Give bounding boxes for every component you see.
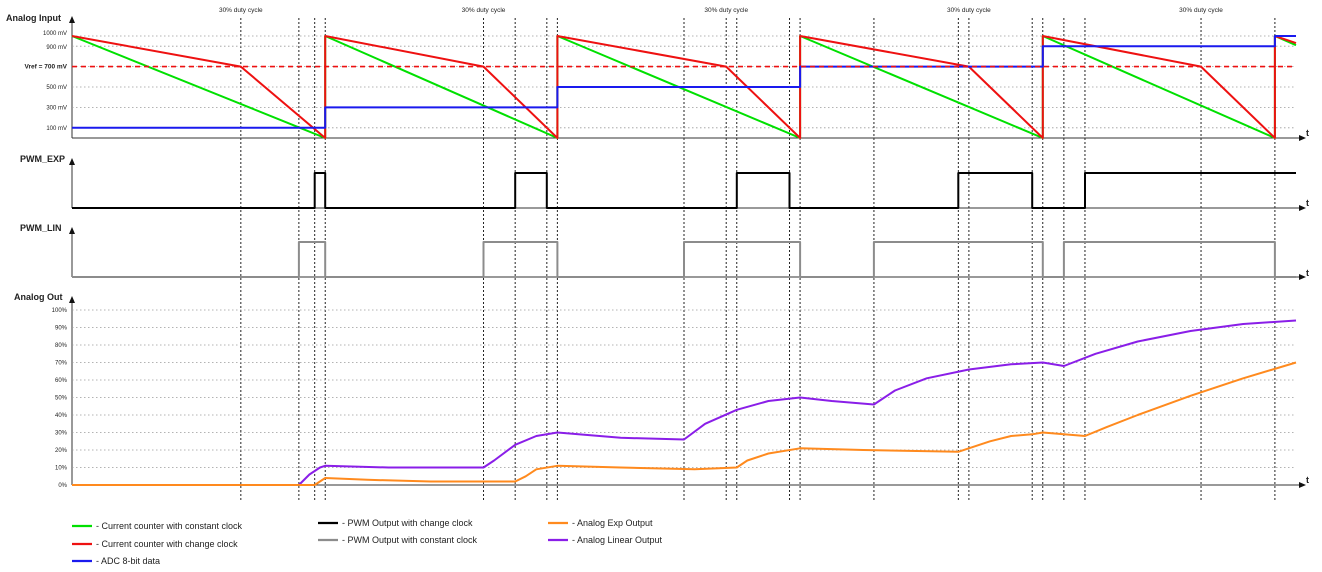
- pwm_lin-series-gray: [72, 241, 1296, 278]
- duty-cycle-label-1: 30% duty cycle: [462, 7, 506, 14]
- legend-entry-6: - Analog Linear Output: [572, 535, 663, 545]
- duty-cycle-label-0: 30% duty cycle: [219, 7, 263, 14]
- analog_out-tick-label-3: 70%: [55, 361, 68, 367]
- pwm_exp-y-arrow: [69, 158, 75, 165]
- analog-input-t-label: t: [1306, 128, 1309, 138]
- analog-input-title: Analog Input: [6, 13, 61, 23]
- duty-cycle-label-2: 30% duty cycle: [704, 7, 748, 14]
- pwm_lin-y-arrow: [69, 227, 75, 234]
- analog_out-tick-label-6: 40%: [55, 413, 68, 419]
- analog_out-tick-label-0: 100%: [52, 308, 68, 314]
- analog_out-tick-label-2: 80%: [55, 343, 68, 349]
- legend-entry-4: - PWM Output with constant clock: [342, 535, 478, 545]
- analog-input-panel: Analog Input t 1000 mV 900 mV Vref = 700 m…: [6, 7, 1309, 141]
- analog_out-tick-label-4: 60%: [55, 378, 68, 384]
- analog_input-x-arrow: [1299, 135, 1306, 141]
- analog-out-t-label: t: [1306, 475, 1309, 485]
- pwm-lin-t-label: t: [1306, 268, 1309, 278]
- legend-entry-5: - Analog Exp Output: [572, 518, 653, 528]
- analog_out-tick-label-7: 30%: [55, 431, 68, 437]
- pwm_exp-x-arrow: [1299, 205, 1306, 211]
- legend-entry-2: - ADC 8-bit data: [96, 556, 160, 566]
- analog_input-series-blue: [72, 35, 1296, 129]
- analog-out-title: Analog Out: [14, 292, 63, 302]
- analog-out-panel: Analog Out t 100% 90% 80% 70% 60% 50% 40% 30% 20…: [14, 292, 1309, 489]
- analog_out-tick-label-1: 90%: [55, 326, 68, 332]
- analog_input-tick-label-2: Vref = 700 mV: [25, 64, 68, 71]
- analog_input-tick-label-1: 900 mV: [46, 45, 67, 51]
- analog_input-tick-label-0: 1000 mV: [43, 31, 67, 37]
- analog_out-y-arrow: [69, 296, 75, 303]
- analog_input-tick-label-3: 500 mV: [46, 85, 67, 91]
- legend-entry-0: - Current counter with constant clock: [96, 521, 243, 531]
- duty-cycle-label-4: 30% duty cycle: [1179, 7, 1223, 14]
- pwm_lin-x-arrow: [1299, 274, 1306, 280]
- pwm-exp-title: PWM_EXP: [20, 154, 65, 164]
- analog_out-series-purple: [72, 319, 1297, 486]
- analog_input-tick-label-5: 100 mV: [46, 126, 67, 132]
- analog_out-tick-label-10: 0%: [58, 483, 67, 489]
- pwm-lin-panel: PWM_LIN t: [20, 223, 1309, 280]
- analog_out-tick-label-5: 50%: [55, 396, 68, 402]
- legend-entry-3: - PWM Output with change clock: [342, 518, 473, 528]
- analog_out-tick-label-9: 10%: [55, 466, 68, 472]
- pwm-lin-title: PWM_LIN: [20, 223, 62, 233]
- analog_input-series-red: [71, 35, 1297, 139]
- pwm-exp-t-label: t: [1306, 198, 1309, 208]
- event-markers: [240, 18, 1276, 500]
- analog_out-tick-label-8: 20%: [55, 448, 68, 454]
- legend: - Current counter with constant clock - C…: [72, 518, 663, 566]
- analog_out-x-arrow: [1299, 482, 1306, 488]
- analog_input-tick-label-4: 300 mV: [46, 105, 67, 111]
- legend-entry-1: - Current counter with change clock: [96, 539, 238, 549]
- analog_input-y-arrow: [69, 16, 75, 23]
- pwm-exp-panel: PWM_EXP t: [20, 154, 1309, 211]
- analog_out-series-orange: [72, 361, 1297, 486]
- duty-cycle-label-3: 30% duty cycle: [947, 7, 991, 14]
- pwm_exp-series-black: [72, 172, 1296, 209]
